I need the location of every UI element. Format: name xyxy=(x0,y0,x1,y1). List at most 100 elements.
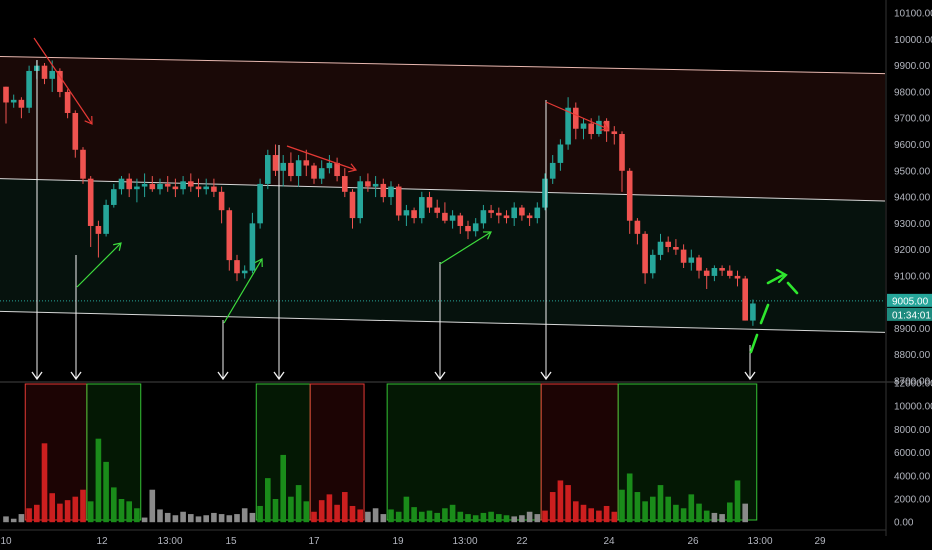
volume-zone-green xyxy=(386,383,542,521)
volume-bar xyxy=(673,504,679,523)
volume-tick-label: 2000.00 xyxy=(894,495,931,506)
volume-bar xyxy=(580,504,587,523)
candle-body xyxy=(665,241,671,247)
candle-body xyxy=(519,207,525,216)
volume-bar xyxy=(488,511,494,523)
volume-bar xyxy=(118,499,125,523)
candle-body xyxy=(557,144,564,163)
volume-bar xyxy=(357,509,363,523)
time-tick-label: 19 xyxy=(392,536,404,547)
volume-bar xyxy=(34,504,40,523)
volume-bar xyxy=(642,501,648,523)
candle-body xyxy=(342,176,348,192)
candle-body xyxy=(241,270,248,274)
candle-body xyxy=(611,131,618,135)
marker-arrowhead xyxy=(217,371,229,381)
candle-body xyxy=(727,270,733,276)
candle-body xyxy=(465,225,471,232)
volume-bar xyxy=(511,516,517,523)
candle-body xyxy=(280,162,286,171)
price-tick-label: 9700.00 xyxy=(894,114,931,125)
volume-bar xyxy=(434,512,440,523)
volume-bar xyxy=(249,512,256,523)
volume-bar xyxy=(680,508,687,523)
candle-body xyxy=(57,70,63,92)
volume-bar xyxy=(211,512,217,523)
volume-bar xyxy=(126,501,132,523)
candle-body xyxy=(257,183,263,224)
volume-bar xyxy=(80,489,86,523)
candle-body xyxy=(303,160,310,166)
candle-body xyxy=(711,268,718,276)
price-tick-label: 9500.00 xyxy=(894,166,931,177)
candle-body xyxy=(157,183,163,190)
volume-bar xyxy=(696,503,702,523)
time-tick-label: 10 xyxy=(0,536,12,547)
volume-bar xyxy=(711,512,718,523)
price-tick-label: 9800.00 xyxy=(894,87,931,98)
trend-down-arrow-head xyxy=(84,115,93,125)
candle-body xyxy=(295,160,302,177)
candle-body xyxy=(619,134,625,171)
countdown-label: 01:34:01 xyxy=(892,310,931,321)
volume-bar xyxy=(134,508,140,523)
candle-body xyxy=(95,225,102,234)
candle-body xyxy=(411,210,417,219)
channel-lower-line xyxy=(0,310,886,333)
volume-bar xyxy=(311,511,317,523)
volume-bar xyxy=(457,511,464,523)
candle-body xyxy=(126,178,132,190)
volume-bar xyxy=(549,492,556,523)
volume-bar xyxy=(49,493,55,523)
volume-bar xyxy=(280,454,286,523)
volume-bar xyxy=(688,494,695,523)
volume-bar xyxy=(573,501,579,523)
candle-body xyxy=(118,178,125,190)
candle-body xyxy=(180,181,186,190)
volume-bar xyxy=(619,489,625,523)
volume-bar xyxy=(465,514,471,523)
volume-bar xyxy=(180,511,186,523)
candle-body xyxy=(326,162,333,169)
volume-bar xyxy=(295,485,302,523)
candle-body xyxy=(750,303,756,321)
candle-body xyxy=(650,254,656,274)
candle-body xyxy=(49,70,55,79)
volume-bar xyxy=(172,515,179,523)
candle-body xyxy=(203,186,209,190)
candle-body xyxy=(657,241,664,255)
candle-body xyxy=(442,212,448,221)
price-tick-label: 10000.00 xyxy=(894,35,932,46)
candle-body xyxy=(549,162,556,179)
marker-arrowhead xyxy=(434,371,446,381)
candle-body xyxy=(234,260,240,274)
volume-bar xyxy=(603,505,610,523)
candle-body xyxy=(673,246,679,250)
volume-bar xyxy=(588,508,594,523)
volume-bar xyxy=(526,511,533,523)
price-tick-label: 9200.00 xyxy=(894,245,931,256)
volume-bar xyxy=(626,473,633,523)
candle-body xyxy=(288,162,294,177)
time-tick-label: 13:00 xyxy=(452,536,477,547)
volume-bar xyxy=(519,515,525,523)
projection-arrowhead xyxy=(775,268,788,284)
candle-body xyxy=(511,207,517,219)
time-tick-label: 13:00 xyxy=(157,536,182,547)
projection-dashes xyxy=(749,273,799,354)
volume-bar xyxy=(727,502,733,523)
candle-body xyxy=(311,165,317,179)
volume-zone-red xyxy=(309,383,365,521)
candle-body xyxy=(365,181,371,187)
volume-zones-layer xyxy=(24,383,758,521)
marker-arrowhead xyxy=(744,371,756,381)
candle-body xyxy=(696,257,702,271)
volume-bar xyxy=(326,494,333,523)
candle-body xyxy=(634,220,641,234)
candle-body xyxy=(111,189,117,205)
candle-body xyxy=(434,207,440,213)
candle-body xyxy=(480,210,487,224)
volume-bar xyxy=(503,515,510,523)
grid-layer xyxy=(0,300,932,383)
